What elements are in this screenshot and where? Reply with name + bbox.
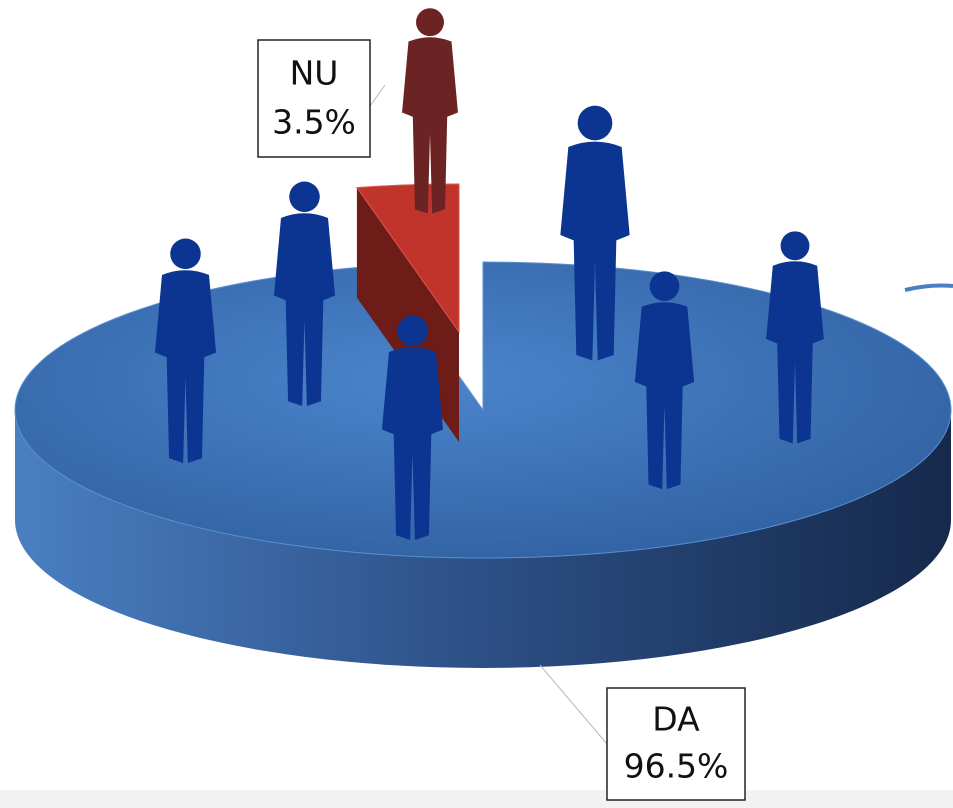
page: {"chart_data": {"type": "pie", "categori…: [0, 0, 953, 808]
decor-arc: [905, 286, 953, 291]
leader-line: [540, 665, 607, 744]
person-highlight: [402, 8, 458, 213]
footer-strip: [0, 790, 953, 808]
label-category: NU: [290, 53, 339, 92]
label-category: DA: [652, 700, 700, 739]
label-value: 96.5%: [624, 747, 729, 786]
chart: DA 96.5% NU 3.5%: [0, 0, 953, 808]
label-value: 3.5%: [272, 103, 356, 142]
